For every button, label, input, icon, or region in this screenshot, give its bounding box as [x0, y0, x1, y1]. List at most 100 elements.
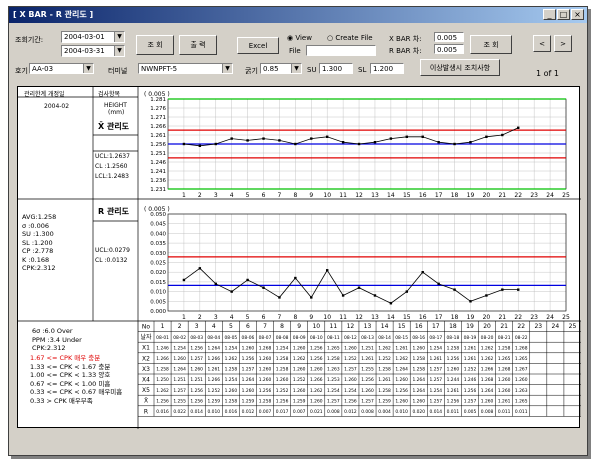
unit-select[interactable]: AA-03 ▼ — [29, 63, 94, 74]
table-cell: 1.266 — [207, 377, 220, 383]
table-row-label: No — [142, 324, 150, 331]
table-cell: 0.007 — [293, 409, 306, 415]
table-cell: 9 — [297, 323, 301, 330]
table-cell: 1.258 — [447, 345, 460, 351]
table-cell: 0.005 — [464, 409, 477, 415]
file-input[interactable] — [306, 45, 376, 56]
su-label: SU — [307, 66, 317, 74]
xbar-ucl: UCL:1.2637 — [95, 153, 130, 160]
data-point — [485, 135, 488, 138]
table-cell: 19 — [466, 323, 474, 330]
table-cell: 1.266 — [310, 377, 323, 383]
date-to-select[interactable]: 2004-03-31 ▼ — [61, 45, 125, 57]
chevron-down-icon[interactable]: ▼ — [83, 64, 93, 73]
table-cell: 1.254 — [327, 388, 340, 394]
data-point — [421, 135, 424, 138]
table-cell: 1.260 — [498, 377, 511, 383]
table-cell: 1.256 — [447, 356, 460, 362]
scale-note: ( 0.005 ) — [144, 91, 170, 98]
table-cell: 1.261 — [395, 345, 408, 351]
x-tick-label: 25 — [562, 192, 570, 199]
table-cell: 1.260 — [498, 388, 511, 394]
r-chart-title: R 관리도 — [98, 207, 130, 216]
x-tick-label: 5 — [246, 314, 250, 321]
data-point — [310, 296, 313, 299]
table-cell: 1.262 — [310, 388, 323, 394]
terminal-select[interactable]: NWNPFT-5 ▼ — [138, 63, 233, 74]
data-point — [501, 288, 504, 291]
chevron-right-icon: > — [560, 39, 566, 48]
table-cell: 1.260 — [293, 345, 306, 351]
xbar-diff-input[interactable]: 0.005 — [434, 32, 464, 42]
x-tick-label: 14 — [387, 192, 395, 199]
table-cell: 0.011 — [515, 409, 528, 415]
search-button-label: 조 회 — [147, 41, 163, 49]
xbar-chart-title: X̄ 관리도 — [98, 122, 130, 131]
stat-line: AVG:1.258 — [22, 213, 57, 221]
table-cell: 08-05 — [224, 335, 237, 341]
table-cell: 08-11 — [327, 335, 340, 341]
radio-create-file[interactable]: ○ Create File — [327, 34, 373, 42]
x-tick-label: 13 — [371, 192, 379, 199]
close-button[interactable]: × — [571, 9, 584, 20]
su-input[interactable]: 1.300 — [319, 63, 353, 74]
table-cell: 08-19 — [464, 335, 477, 341]
data-point — [437, 282, 440, 286]
minimize-button[interactable]: _ — [543, 9, 556, 20]
xbar-lcl: LCL:1.2483 — [95, 173, 129, 180]
sl-input[interactable]: 1.200 — [370, 63, 404, 74]
table-cell: 2 — [178, 323, 182, 330]
y-tick-label: 0.035 — [150, 241, 166, 247]
table-cell: 08-15 — [395, 335, 408, 341]
y-tick-label: 0.050 — [150, 212, 166, 218]
table-cell: 08-20 — [481, 335, 494, 341]
table-cell: 0.012 — [344, 409, 357, 415]
x-tick-label: 5 — [246, 192, 250, 199]
y-tick-label: 1.246 — [150, 160, 166, 166]
y-tick-label: 0.040 — [150, 231, 166, 237]
data-point — [357, 286, 361, 289]
chevron-down-icon[interactable]: ▼ — [291, 64, 301, 73]
table-cell: 1.256 — [190, 398, 203, 404]
y-tick-label: 1.271 — [150, 115, 166, 121]
table-cell: 1.255 — [361, 367, 374, 373]
search-button[interactable]: 조 회 — [136, 35, 174, 55]
table-cell: 1.268 — [515, 345, 528, 351]
stat-line: CPK:2.312 — [22, 264, 56, 272]
chevron-down-icon[interactable]: ▼ — [114, 46, 124, 56]
prev-page-button[interactable]: < — [533, 35, 551, 52]
data-point — [294, 142, 297, 146]
y-tick-label: 1.281 — [150, 97, 166, 103]
thickness-select[interactable]: 0.85 ▼ — [260, 63, 302, 74]
search-button-2[interactable]: 조 회 — [470, 35, 512, 54]
table-cell: 1.262 — [156, 388, 169, 394]
x-tick-label: 15 — [403, 314, 411, 321]
table-cell: 1.257 — [464, 398, 477, 404]
next-page-button[interactable]: > — [554, 35, 572, 52]
file-label: File — [289, 47, 301, 55]
table-cell: 1.251 — [190, 377, 203, 383]
data-point — [326, 135, 329, 138]
maximize-button[interactable]: □ — [557, 9, 570, 20]
abnormal-action-button[interactable]: 이상발생시 조치사항 — [420, 59, 500, 76]
table-cell: 1.258 — [412, 367, 425, 373]
table-cell: 1.257 — [190, 356, 203, 362]
print-button[interactable]: 출 력 — [179, 35, 217, 55]
table-cell: 08-22 — [515, 335, 528, 341]
table-cell: 1.262 — [481, 356, 494, 362]
r-cl: CL :0.0132 — [95, 257, 128, 264]
page-indicator: 1 of 1 — [536, 69, 559, 78]
table-row-label: X5 — [142, 387, 150, 394]
table-cell: 1.260 — [225, 388, 238, 394]
date-from-select[interactable]: 2004-03-01 ▼ — [61, 31, 125, 43]
chevron-down-icon[interactable]: ▼ — [222, 64, 232, 73]
chevron-down-icon[interactable]: ▼ — [114, 32, 124, 42]
table-cell: 1.256 — [310, 345, 323, 351]
radio-view-label: View — [295, 34, 312, 42]
rbar-diff-input[interactable]: 0.005 — [434, 44, 464, 54]
radio-view[interactable]: ◉ View — [287, 34, 312, 42]
excel-button[interactable]: Excel — [237, 37, 279, 54]
table-cell: 1.267 — [515, 367, 528, 373]
item-unit: (mm) — [108, 109, 125, 116]
table-cell: 1.258 — [225, 398, 238, 404]
